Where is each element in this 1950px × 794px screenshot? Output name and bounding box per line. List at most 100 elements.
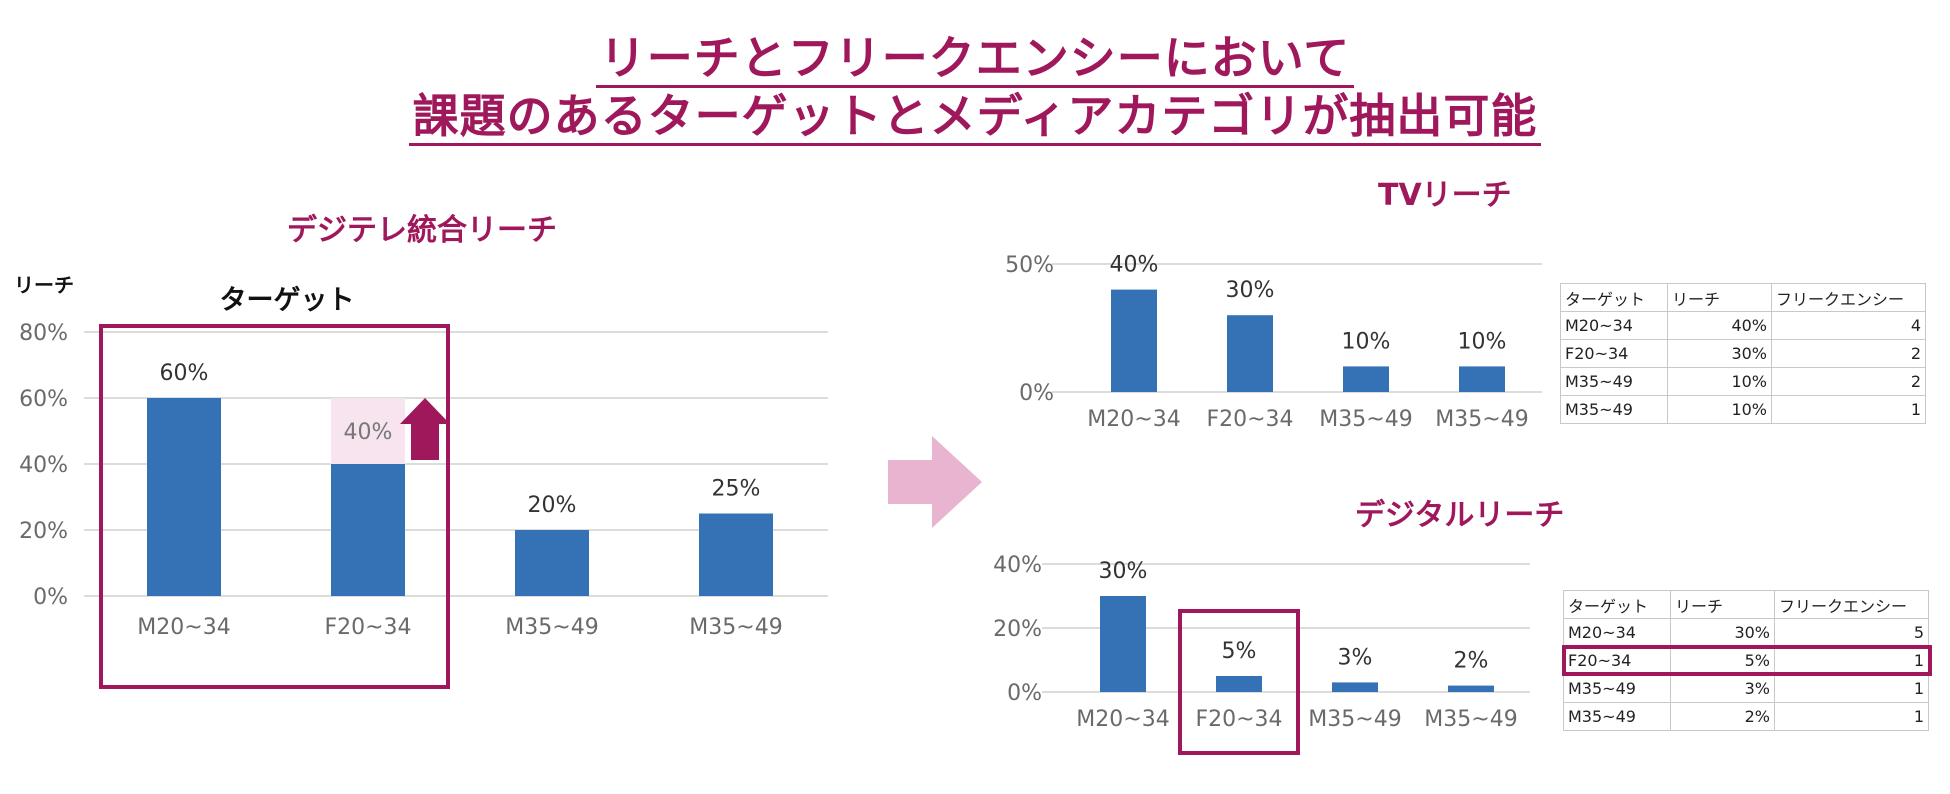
table-cell: M20~34 [1563, 618, 1671, 647]
table-cell: 30% [1667, 339, 1772, 368]
page-title-line-2: 課題のあるターゲットとメディアカテゴリが抽出可能 [0, 80, 1950, 146]
x-tick-label: M20~34 [1087, 407, 1180, 432]
bar [699, 513, 773, 596]
integrated-chart-title: デジテレ統合リーチ [287, 213, 557, 248]
data-label: 10% [1342, 329, 1391, 354]
y-tick-label: 50% [1005, 253, 1054, 278]
x-tick-label: M35~49 [1424, 707, 1517, 732]
x-tick-label: M35~49 [1435, 407, 1528, 432]
data-label: 30% [1226, 278, 1275, 303]
bar [1343, 366, 1389, 392]
y-tick-label: 80% [19, 321, 68, 346]
up-arrow-icon [400, 398, 450, 460]
table-header-cell: リーチ [1670, 590, 1775, 619]
table-header-cell: ターゲット [1560, 283, 1668, 312]
table-cell: 1 [1774, 702, 1929, 731]
bar [1100, 596, 1146, 692]
table-header-row: ターゲット リーチ フリークエンシー [1560, 283, 1926, 312]
table-header-cell: ターゲット [1563, 590, 1671, 619]
bar [1332, 682, 1378, 692]
bar [1227, 315, 1273, 392]
digital-f20-highlight-box [1178, 609, 1300, 755]
y-tick-label: 60% [19, 387, 68, 412]
data-label: 5% [1222, 639, 1257, 664]
digital-table-highlight-box [1562, 645, 1932, 676]
table-cell: 2 [1771, 367, 1926, 396]
x-tick-label: F20~34 [1195, 707, 1282, 732]
table-row: M35~49 2% 1 [1563, 702, 1929, 731]
page-title-line-1: リーチとフリークエンシーにおいて [0, 22, 1950, 88]
table-cell: M35~49 [1560, 395, 1668, 424]
y-axis-label: リーチ [14, 273, 74, 297]
bar [1459, 366, 1505, 392]
x-tick-label: F20~34 [1206, 407, 1293, 432]
target-highlight-box [99, 324, 450, 689]
x-tick-label: M20~34 [137, 615, 230, 640]
target-gap-bar [331, 398, 405, 464]
bar [331, 464, 405, 596]
x-tick-label: M35~49 [505, 615, 598, 640]
right-arrow-icon [888, 436, 982, 528]
digital-reach-chart: 0% 20% 40% 30% M20~34 5% F20~34 3% M35~49 2% M35~4… [993, 553, 1530, 732]
table-cell: 1 [1771, 395, 1926, 424]
table-cell: 2 [1771, 339, 1926, 368]
table-cell: 10% [1667, 395, 1772, 424]
y-tick-label: 0% [1007, 681, 1042, 706]
bar [1111, 289, 1157, 392]
table-cell: M35~49 [1563, 674, 1671, 703]
table-header-row: ターゲット リーチ フリークエンシー [1563, 590, 1929, 619]
table-row: M35~49 10% 2 [1560, 367, 1926, 396]
table-header-cell: フリークエンシー [1774, 590, 1929, 619]
table-cell: F20~34 [1560, 339, 1668, 368]
data-label: 30% [1099, 559, 1148, 584]
tv-chart-title: TVリーチ [1378, 178, 1512, 213]
data-label: 40% [1110, 253, 1159, 278]
table-row: M35~49 10% 1 [1560, 395, 1926, 424]
y-tick-label: 20% [19, 519, 68, 544]
x-tick-label: M20~34 [1076, 707, 1169, 732]
table-cell: 3% [1670, 674, 1775, 703]
x-tick-label: F20~34 [324, 615, 411, 640]
title-line-1-text: リーチとフリークエンシーにおいて [595, 31, 1355, 88]
table-cell: 4 [1771, 311, 1926, 340]
bar [1448, 685, 1494, 692]
table-cell: 10% [1667, 367, 1772, 396]
tv-reach-table: ターゲット リーチ フリークエンシー M20~34 40% 4 F20~34 3… [1560, 283, 1926, 424]
table-cell: 30% [1670, 618, 1775, 647]
table-cell: F20~34 [1563, 646, 1671, 675]
table-cell: 2% [1670, 702, 1775, 731]
title-line-2-text: 課題のあるターゲットとメディアカテゴリが抽出可能 [408, 89, 1542, 146]
target-gap-label: 40% [344, 420, 393, 445]
y-tick-label: 20% [993, 617, 1042, 642]
x-tick-label: M35~49 [1319, 407, 1412, 432]
table-cell: 40% [1667, 311, 1772, 340]
bar [147, 398, 221, 596]
table-row: M20~34 40% 4 [1560, 311, 1926, 340]
data-label: 3% [1338, 645, 1373, 670]
table-cell: M35~49 [1560, 367, 1668, 396]
table-header-cell: フリークエンシー [1771, 283, 1926, 312]
digital-chart-title: デジタルリーチ [1355, 498, 1565, 533]
table-cell: M35~49 [1563, 702, 1671, 731]
table-row: M35~49 3% 1 [1563, 674, 1929, 703]
table-cell: 1 [1774, 674, 1929, 703]
data-label: 60% [160, 361, 209, 386]
integrated-reach-chart: リーチターゲット 0% 20% 40% 60% 80% 60% M20~34 F20~34 20%… [14, 273, 828, 689]
data-label: 20% [528, 493, 577, 518]
y-tick-label: 0% [1019, 381, 1054, 406]
y-tick-label: 0% [33, 585, 68, 610]
x-tick-label: M35~49 [689, 615, 782, 640]
data-label: 2% [1454, 649, 1489, 674]
data-label: 25% [712, 477, 761, 502]
table-header-cell: リーチ [1667, 283, 1772, 312]
table-cell: 5 [1774, 618, 1929, 647]
table-row: F20~34 30% 2 [1560, 339, 1926, 368]
y-tick-label: 40% [993, 553, 1042, 578]
x-tick-label: M35~49 [1308, 707, 1401, 732]
bar [515, 530, 589, 596]
table-cell: 5% [1670, 646, 1775, 675]
target-label: ターゲット [220, 285, 355, 316]
table-cell: M20~34 [1560, 311, 1668, 340]
table-row: M20~34 30% 5 [1563, 618, 1929, 647]
data-label: 10% [1458, 329, 1507, 354]
